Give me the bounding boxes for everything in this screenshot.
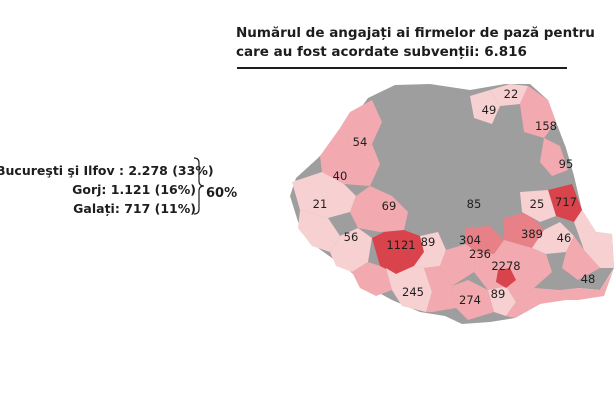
county-constanta — [560, 268, 614, 300]
county-valcea — [414, 232, 446, 268]
county-botosani — [490, 84, 528, 106]
county-vaslui — [540, 138, 568, 176]
county-label-13: 89 — [421, 235, 436, 249]
county-label-19: 245 — [402, 285, 424, 299]
county-calarasi — [506, 288, 566, 318]
county-bihor — [320, 128, 380, 186]
county-ialomita — [474, 240, 552, 302]
combined-percentage: 60% — [206, 186, 238, 201]
county-giurgiu — [488, 286, 516, 316]
title-underline — [237, 67, 567, 69]
county-label-21: 89 — [491, 287, 506, 301]
county-label-5: 40 — [333, 169, 348, 183]
county-label-8: 85 — [467, 197, 482, 211]
county-satu-mare — [340, 100, 382, 146]
county-label-6: 21 — [313, 197, 328, 211]
county-caras-severin — [330, 228, 372, 272]
county-label-20: 274 — [459, 293, 481, 307]
county-label-15: 389 — [521, 227, 543, 241]
county-suceava — [470, 90, 500, 124]
county-tulcea — [574, 210, 614, 268]
county-dolj — [386, 266, 432, 312]
county-hunedoara — [350, 186, 408, 232]
county-label-22: 48 — [581, 272, 596, 286]
top-counties-summary: Bucureşti şi Ilfov : 2.278 (33%) Gorj: 1… — [0, 161, 214, 218]
county-label-10: 717 — [555, 195, 577, 209]
county-prahova — [504, 212, 544, 248]
county-timis — [298, 210, 340, 252]
county-gorj — [372, 230, 424, 274]
county-label-9: 25 — [530, 197, 545, 211]
county-olt — [424, 266, 456, 312]
county-label-17: 236 — [469, 247, 491, 261]
county-label-18: 2278 — [491, 259, 520, 273]
county-value-labels: 22 49 158 54 95 40 21 69 85 25 717 56 1121 89 304 389 46… — [313, 87, 596, 307]
county-mehedinti — [352, 262, 392, 296]
county-arges — [440, 244, 476, 286]
county-label-16: 46 — [557, 231, 572, 245]
county-label-11: 56 — [344, 230, 359, 244]
county-vrancea — [520, 190, 556, 222]
county-galati — [548, 184, 582, 222]
county-buzau — [532, 222, 574, 254]
county-bucuresti-ilfov — [496, 268, 516, 288]
county-label-4: 95 — [559, 157, 574, 171]
summary-line-galati: Galați: 717 (11%) — [73, 201, 196, 216]
county-label-1: 49 — [482, 103, 497, 117]
county-label-0: 22 — [504, 87, 519, 101]
county-label-2: 158 — [535, 119, 557, 133]
county-arad — [292, 172, 356, 218]
curly-brace — [193, 157, 205, 215]
county-braila — [562, 236, 600, 280]
county-teleorman — [452, 280, 494, 320]
county-dambovita — [466, 226, 504, 254]
summary-line-gorj: Gorj: 1.121 (16%) — [72, 182, 196, 197]
summary-line-bucuresti-ilfov: Bucureşti şi Ilfov : 2.278 (33%) — [0, 163, 214, 178]
county-label-7: 69 — [382, 199, 397, 213]
map-title: Numărul de angajați ai firmelor de pază … — [236, 25, 595, 60]
county-label-3: 54 — [353, 135, 368, 149]
county-label-14: 304 — [459, 233, 481, 247]
county-iasi — [520, 86, 556, 138]
county-label-12: 1121 — [386, 238, 415, 252]
